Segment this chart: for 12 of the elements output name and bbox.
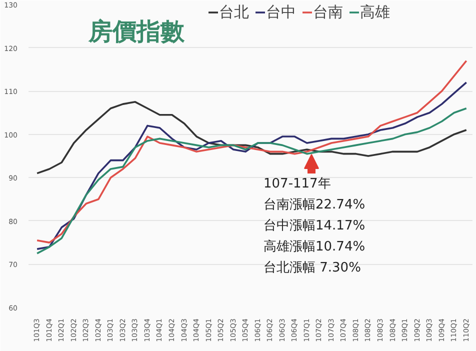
annotation: 台北漲幅 7.30% [264, 260, 361, 276]
line-series [36, 107, 468, 254]
line-series [36, 100, 468, 174]
legend-label: 台北 [219, 3, 249, 22]
annotation: 台南漲幅22.74% [264, 198, 366, 212]
legend-label: 台中 [266, 3, 296, 22]
legend-label: 高雄 [360, 3, 390, 22]
legend-label: 台南 [313, 3, 343, 22]
text: 房價指數 [88, 18, 186, 46]
annotation: 高雄漲幅10.74% [264, 238, 366, 254]
annotation: 台中漲幅14.17% [264, 218, 366, 234]
annotation: 107-117年 [264, 176, 331, 192]
